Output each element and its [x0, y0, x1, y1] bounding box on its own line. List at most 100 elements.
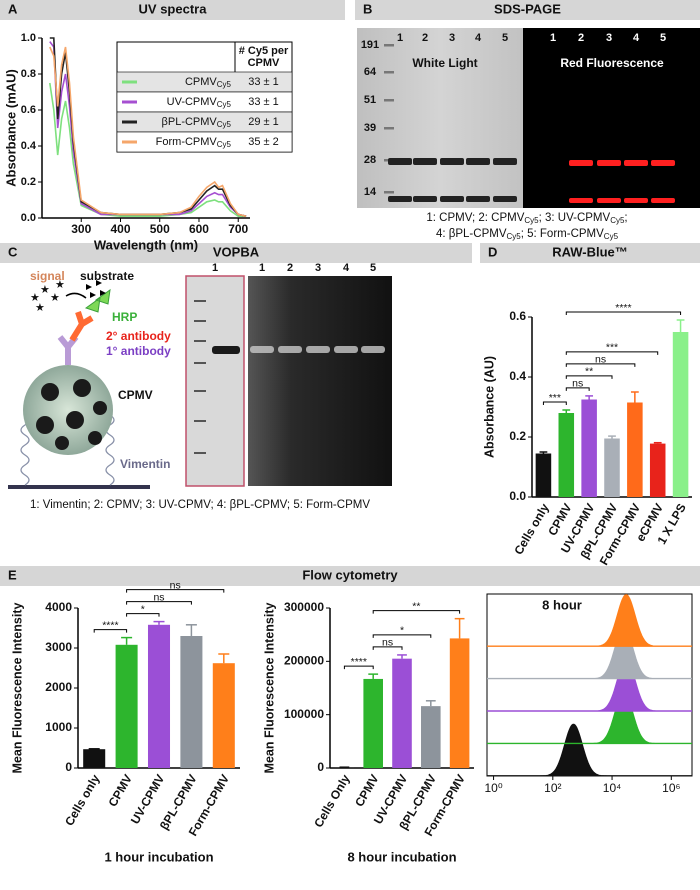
- y-tick-label: 0.2: [21, 176, 36, 188]
- fluor-band: [597, 198, 621, 203]
- x-tick-label: CPMV: [352, 772, 381, 809]
- gel-band: [440, 158, 464, 165]
- ladder-band: [384, 71, 394, 74]
- label-primary: 1° antibody: [106, 344, 171, 358]
- panel-letter: A: [8, 1, 18, 16]
- panel-title: RAW-Blue™: [552, 244, 628, 259]
- legend-name: UV-CPMV: [167, 96, 218, 108]
- fluor-band: [651, 198, 675, 203]
- x-axis-title: Wavelength (nm): [94, 237, 198, 252]
- fluor-band: [624, 198, 648, 203]
- caption-sub: Cy5: [524, 216, 539, 225]
- ladder-band: [384, 99, 394, 102]
- significance-label: *: [400, 625, 404, 637]
- table-value: 29 ± 1: [248, 116, 279, 128]
- legend-label: CPMVCy5: [185, 76, 232, 89]
- error-bar: [630, 391, 639, 403]
- legend-name: CPMV: [185, 76, 217, 88]
- gel-caption: 4: βPL-CPMVCy5; 5: Form-CPMVCy5: [436, 228, 619, 241]
- lane-label: 5: [660, 32, 666, 44]
- y-tick-label: 0.8: [21, 68, 36, 80]
- label-signal: signal: [30, 269, 65, 283]
- fluor-band: [624, 160, 648, 166]
- panel-letter: D: [488, 244, 497, 259]
- significance-label: *: [141, 603, 145, 615]
- label-secondary: 2° antibody: [106, 329, 171, 343]
- fluor-band: [597, 160, 621, 166]
- x-tick-label: 400: [110, 222, 130, 236]
- error-bar: [676, 319, 685, 332]
- fluor-band: [569, 160, 593, 166]
- y-tick-label: 0: [317, 760, 324, 774]
- significance-bracket: [565, 311, 682, 315]
- significance-label: ****: [615, 302, 631, 314]
- bar: [147, 624, 171, 768]
- bar: [581, 399, 597, 497]
- x-tick-label: 10⁴: [603, 781, 622, 795]
- panel-title: Flow cytometry: [302, 567, 398, 582]
- legend-sub: Cy5: [217, 80, 232, 89]
- lane-label: 2: [422, 32, 428, 44]
- significance-bracket: [343, 665, 374, 670]
- bar: [392, 658, 412, 768]
- significance-bracket: [372, 646, 403, 650]
- label-hrp: HRP: [112, 310, 137, 324]
- error-bar: [368, 673, 379, 679]
- bar: [604, 438, 620, 497]
- gel-band: [493, 196, 517, 202]
- x-tick-label: CPMV: [105, 772, 134, 809]
- bar: [449, 638, 470, 768]
- legend-name: βPL-CPMV: [162, 116, 218, 128]
- x-tick-label: 10⁰: [484, 781, 502, 795]
- bar: [558, 413, 575, 497]
- ladder-label: 64: [364, 66, 377, 78]
- svg-text:★: ★: [50, 292, 60, 304]
- spectrum-line: [49, 46, 247, 217]
- legend-sub: Cy5: [217, 120, 232, 129]
- significance-bracket: [126, 613, 160, 617]
- panel-header: [0, 0, 345, 20]
- error-bar: [185, 624, 197, 636]
- significance-label: ****: [351, 656, 367, 668]
- table-row: [116, 131, 293, 153]
- y-tick-label: 0: [65, 760, 72, 774]
- y-axis-title: Mean Fluorescence Intensity: [10, 603, 24, 774]
- x-axis-title: 1 hour incubation: [104, 849, 213, 864]
- vopba-diagram: ★★★★★: [8, 279, 150, 489]
- panel-title: SDS-PAGE: [494, 1, 561, 16]
- y-tick-label: 0.4: [21, 140, 37, 152]
- significance-bracket: [565, 351, 659, 355]
- significance-bracket: [93, 629, 128, 633]
- legend-sub: Cy5: [217, 140, 232, 149]
- lane-label: 4: [633, 32, 640, 44]
- ladder-label: 14: [364, 186, 377, 198]
- lane-label: 5: [370, 262, 376, 274]
- significance-bracket: [565, 375, 613, 379]
- y-tick-label: 0.0: [21, 212, 36, 224]
- y-tick-label: 0.6: [21, 104, 36, 116]
- lane-label: 1: [259, 262, 265, 274]
- caption-text: ;: [624, 212, 627, 224]
- error-bar: [454, 617, 465, 639]
- y-tick-label: 100000: [284, 707, 324, 721]
- y-tick-label: 1000: [45, 720, 72, 734]
- error-bar: [397, 654, 407, 659]
- ladder-band: [384, 191, 394, 194]
- caption-text: ; 3: UV-CPMV: [539, 212, 611, 224]
- lane-label: 2: [287, 262, 293, 274]
- panel-letter: B: [363, 1, 372, 16]
- y-tick-label: 0.4: [509, 369, 526, 383]
- significance-label: ns: [153, 591, 164, 603]
- significance-label: **: [585, 366, 593, 378]
- x-tick-label: 300: [71, 222, 91, 236]
- bar: [363, 678, 383, 768]
- table-header: CPMV: [248, 57, 280, 69]
- gel-band: [413, 158, 437, 165]
- panel-title: VOPBA: [213, 244, 260, 259]
- error-bar: [585, 395, 594, 400]
- error-bar: [539, 451, 548, 454]
- caption-sub: Cy5: [604, 232, 619, 241]
- x-tick-label: 700: [228, 222, 248, 236]
- significance-label: ***: [549, 392, 561, 404]
